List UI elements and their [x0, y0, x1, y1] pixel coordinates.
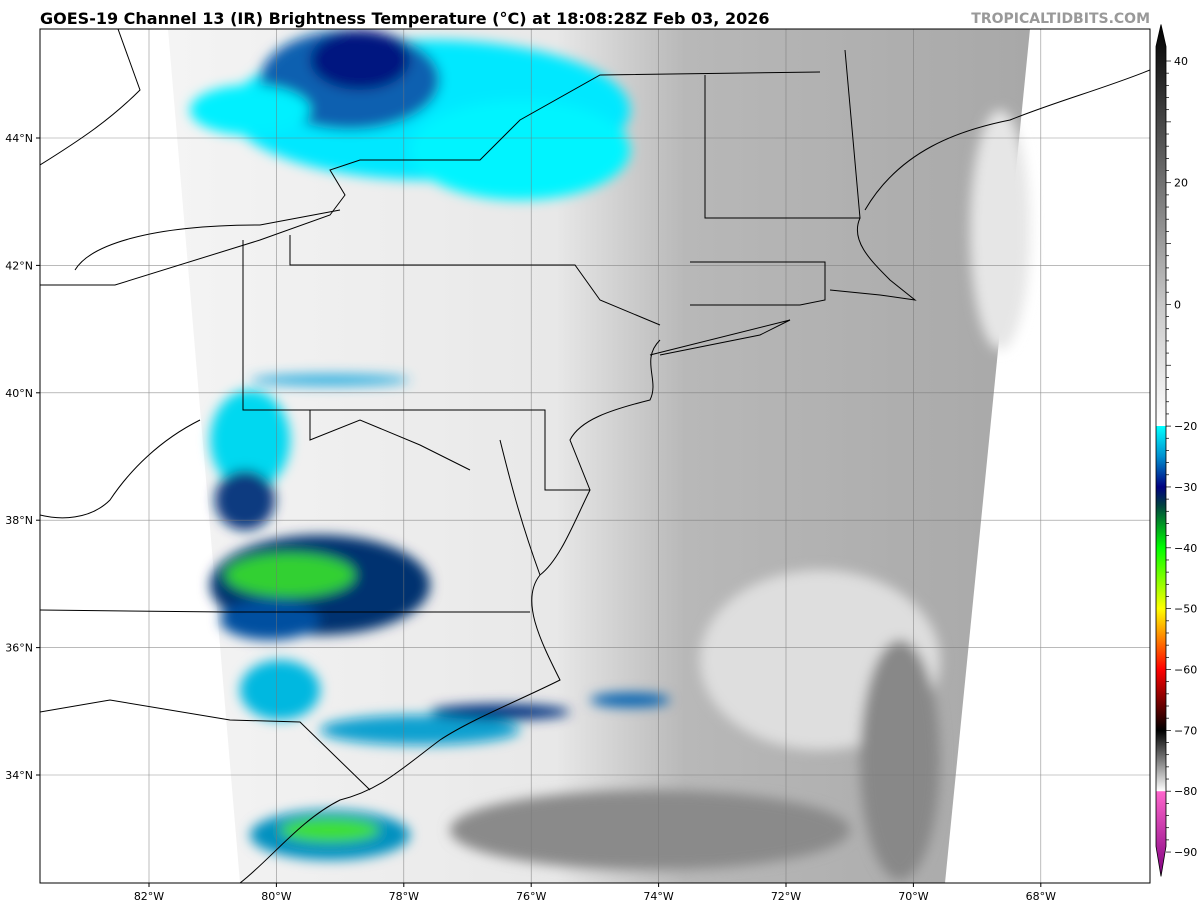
colorbar-tick-label: −40: [1174, 542, 1197, 555]
colorbar-tick-label: −80: [1174, 785, 1197, 798]
watermark: TROPICALTIDBITS.COM: [971, 11, 1150, 27]
lon-tick-label: 80°W: [261, 890, 291, 903]
colorbar-tick-label: −20: [1174, 420, 1197, 433]
colorbar-tick-label: −70: [1174, 724, 1197, 737]
lat-tick-label: 44°N: [5, 132, 33, 145]
gridlines: [40, 29, 1150, 883]
colorbar-tick-label: −30: [1174, 481, 1197, 494]
lat-tick-label: 34°N: [5, 769, 33, 782]
latitude-ticks: 44°N 42°N 40°N 38°N 36°N 34°N: [5, 132, 40, 782]
colorbar-tick-label: −50: [1174, 603, 1197, 616]
lon-tick-label: 78°W: [389, 890, 419, 903]
lon-tick-label: 76°W: [516, 890, 546, 903]
colorbar-tick-label: −90: [1174, 846, 1197, 859]
lat-tick-label: 38°N: [5, 514, 33, 527]
colorbar-scale: [1155, 24, 1167, 877]
lat-tick-label: 40°N: [5, 387, 33, 400]
map-frame: [39, 28, 1151, 884]
lon-tick-label: 70°W: [898, 890, 928, 903]
colorbar-tick-label: 0: [1174, 298, 1181, 311]
coastlines-borders: [40, 29, 1150, 883]
longitude-ticks: 82°W 80°W 78°W 76°W 74°W 72°W 70°W 68°W: [134, 883, 1056, 903]
colorbar-tick-label: −60: [1174, 664, 1197, 677]
lat-tick-label: 42°N: [5, 259, 33, 272]
lat-tick-label: 36°N: [5, 642, 33, 655]
cloud-features: [190, 30, 1030, 880]
lon-tick-label: 68°W: [1026, 890, 1056, 903]
lon-tick-label: 74°W: [643, 890, 673, 903]
colorbar-tick-label: 40: [1174, 55, 1188, 68]
map-area: [40, 29, 1150, 883]
colorbar: 40 20 0 −20 −30 −40 −50 −60 −70 −80 −90: [1155, 24, 1197, 877]
lon-tick-label: 82°W: [134, 890, 164, 903]
colorbar-tick-label: 20: [1174, 177, 1188, 190]
map-title: GOES-19 Channel 13 (IR) Brightness Tempe…: [40, 9, 770, 28]
lon-tick-label: 72°W: [771, 890, 801, 903]
